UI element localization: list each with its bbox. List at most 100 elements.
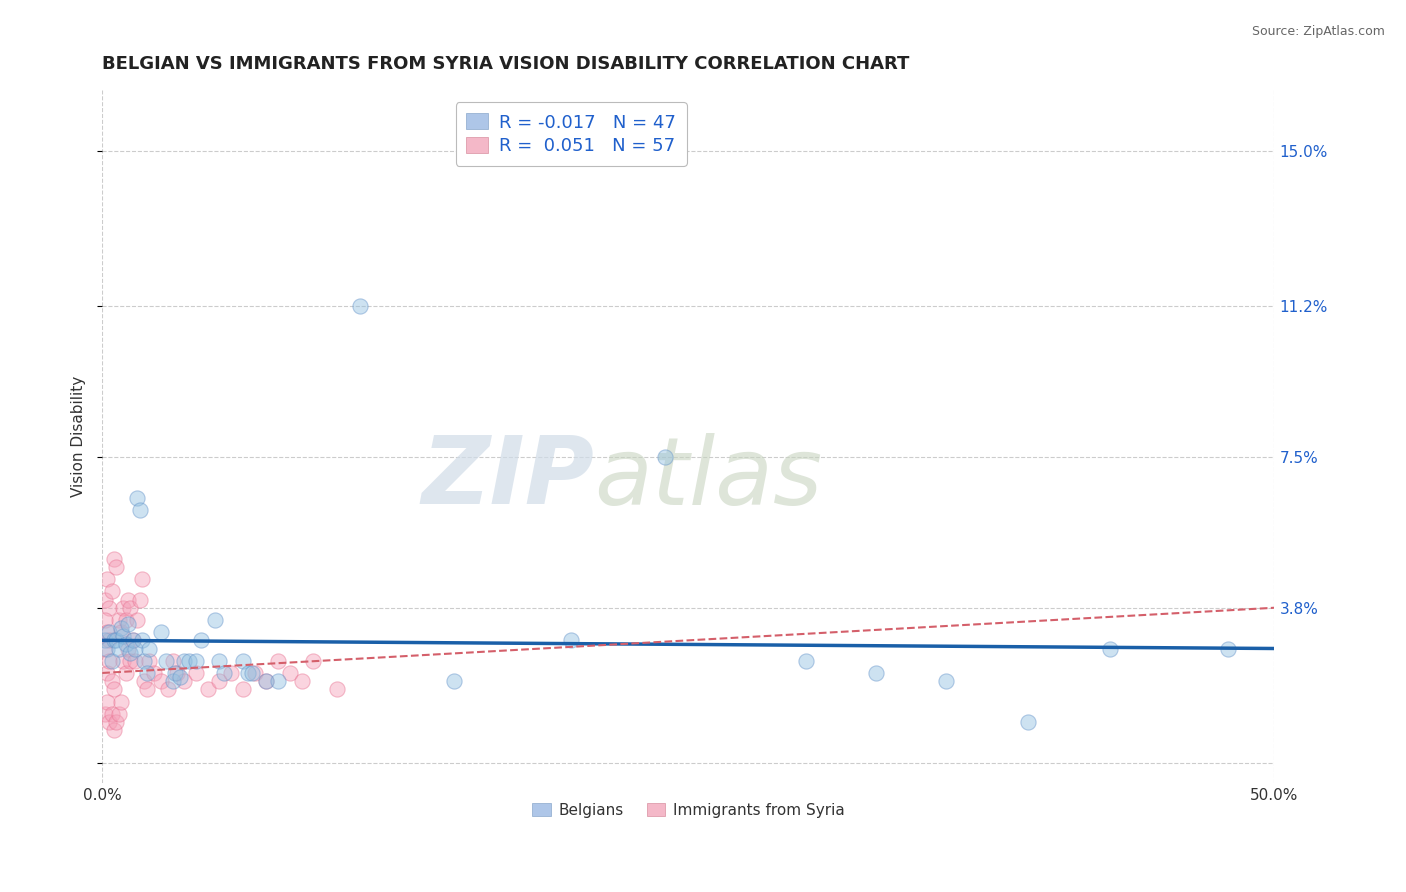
Point (93, 633, 115, 648)
Text: Source: ZipAtlas.com: Source: ZipAtlas.com (1251, 25, 1385, 38)
Point (232, 654, 254, 668)
Point (124, 654, 146, 668)
Point (302, 654, 325, 668)
Point (96, 625, 118, 640)
Point (443, 674, 465, 689)
Point (1099, 641, 1122, 656)
Point (290, 674, 312, 689)
Point (254, 674, 277, 689)
Point (135, 682, 157, 697)
Point (103, 633, 125, 648)
Point (865, 665, 887, 680)
Point (117, 617, 139, 632)
Point (120, 646, 142, 660)
Point (149, 625, 172, 640)
Point (163, 665, 186, 680)
Y-axis label: Vision Disability: Vision Disability (72, 376, 86, 497)
Point (128, 592, 150, 607)
Point (112, 600, 135, 615)
Point (105, 633, 128, 648)
Point (98, 625, 121, 640)
Point (173, 674, 195, 689)
Point (349, 299, 371, 313)
Point (243, 665, 266, 680)
Point (156, 682, 179, 697)
Point (794, 654, 817, 668)
Point (114, 637, 136, 651)
Point (112, 629, 135, 643)
Point (267, 654, 290, 668)
Point (212, 665, 235, 680)
Point (96, 641, 118, 656)
Point (114, 613, 136, 627)
Point (100, 654, 122, 668)
Point (98, 633, 121, 648)
Point (138, 654, 160, 668)
Point (240, 665, 263, 680)
Point (117, 641, 139, 656)
Point (103, 551, 125, 566)
Point (162, 674, 184, 689)
Point (267, 674, 290, 689)
Point (1017, 714, 1039, 729)
Point (96, 572, 118, 586)
Point (169, 670, 191, 684)
Point (110, 625, 132, 640)
Point (131, 633, 153, 648)
Point (190, 633, 212, 648)
Point (110, 621, 132, 635)
Point (121, 633, 143, 648)
Point (208, 654, 231, 668)
Point (232, 682, 254, 697)
Point (93, 613, 115, 627)
Point (100, 706, 122, 721)
Point (105, 714, 128, 729)
Point (128, 503, 150, 517)
Point (197, 682, 219, 697)
Point (120, 654, 142, 668)
Point (98, 714, 121, 729)
Point (100, 674, 122, 689)
Point (155, 654, 177, 668)
Point (204, 613, 226, 627)
Point (219, 665, 242, 680)
Point (127, 613, 149, 627)
Point (96, 665, 118, 680)
Point (134, 654, 156, 668)
Point (93, 592, 115, 607)
Point (121, 633, 143, 648)
Text: BELGIAN VS IMMIGRANTS FROM SYRIA VISION DISABILITY CORRELATION CHART: BELGIAN VS IMMIGRANTS FROM SYRIA VISION … (103, 55, 910, 73)
Text: atlas: atlas (595, 433, 823, 524)
Point (103, 723, 125, 737)
Point (103, 682, 125, 697)
Point (114, 665, 136, 680)
Point (184, 665, 207, 680)
Point (208, 674, 231, 689)
Point (93, 641, 115, 656)
Point (135, 665, 157, 680)
Point (173, 654, 195, 668)
Point (177, 654, 200, 668)
Point (142, 665, 165, 680)
Point (100, 584, 122, 599)
Point (166, 665, 188, 680)
Point (935, 674, 957, 689)
Point (124, 641, 146, 656)
Point (112, 654, 135, 668)
Point (149, 674, 172, 689)
Legend: Belgians, Immigrants from Syria: Belgians, Immigrants from Syria (526, 797, 851, 824)
Point (117, 592, 139, 607)
Point (107, 613, 129, 627)
Point (138, 641, 160, 656)
Point (93, 706, 115, 721)
Point (236, 665, 259, 680)
Point (162, 654, 184, 668)
Point (134, 674, 156, 689)
Point (110, 694, 132, 708)
Point (105, 560, 128, 574)
Point (278, 665, 301, 680)
Point (98, 600, 121, 615)
Point (654, 450, 676, 464)
Point (560, 633, 582, 648)
Point (131, 572, 153, 586)
